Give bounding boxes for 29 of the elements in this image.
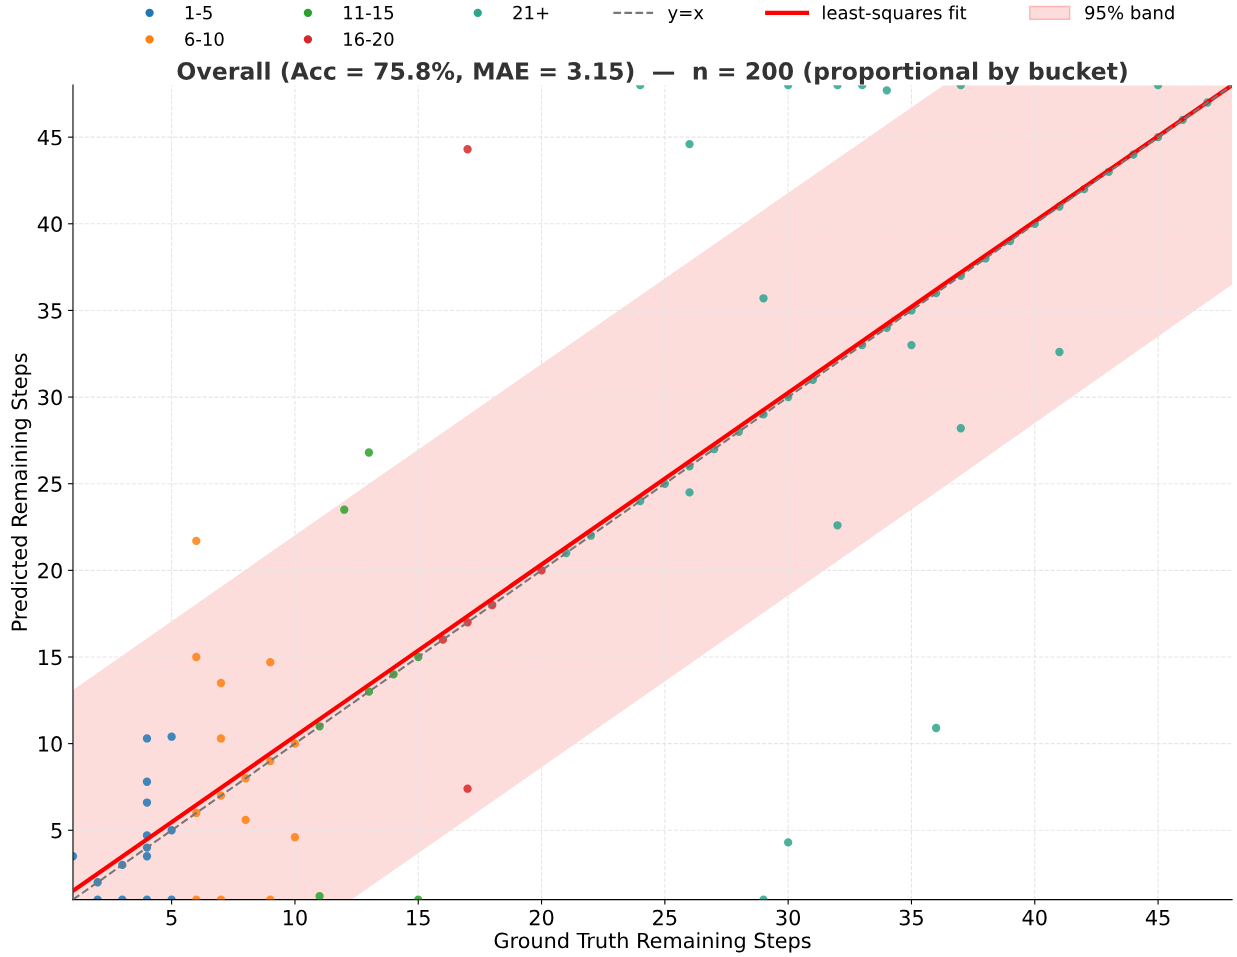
x-tick-label: 5 (166, 909, 177, 926)
y-tick-label: 25 (38, 476, 62, 492)
y-tick-label: 40 (37, 216, 62, 233)
y-axis-title: Predicted Remaining Steps (11, 353, 32, 631)
x-tick-label: 35 (899, 909, 923, 926)
x-tick-label: 10 (283, 909, 307, 926)
y-tick-label: 5 (51, 822, 62, 839)
legend-label: 11-15 (344, 6, 394, 20)
x-tick-label: 15 (407, 909, 430, 926)
legend-label: least-squares fit (823, 5, 967, 23)
x-tick-label: 45 (1145, 909, 1170, 926)
legend-label: 6-10 (185, 32, 224, 46)
text: 95% band (1085, 5, 1174, 20)
x-tick-label: 30 (776, 909, 801, 926)
y-tick-label: 30 (38, 389, 62, 406)
y-tick-label: 10 (39, 736, 62, 752)
x-axis-title: Ground Truth Remaining Steps (494, 932, 811, 953)
x-tick-label: 25 (653, 909, 677, 926)
legend-label: 16-20 (344, 32, 394, 46)
x-tick-label: 40 (1022, 909, 1047, 926)
legend-label: 21+ (513, 5, 549, 20)
y-tick-label: 20 (38, 562, 62, 579)
y-tick-label: 15 (39, 649, 62, 666)
y-tick-label: 45 (37, 129, 62, 146)
chart-title: Overall (Acc = 75.8%, MAE = 3.15) — n = 200 (proportional by bucket) (177, 61, 1127, 85)
legend-label: 1-5 (185, 6, 212, 20)
x-tick-label: 20 (529, 909, 554, 926)
y-tick-label: 35 (38, 302, 62, 319)
legend-label: y=x (668, 9, 704, 23)
